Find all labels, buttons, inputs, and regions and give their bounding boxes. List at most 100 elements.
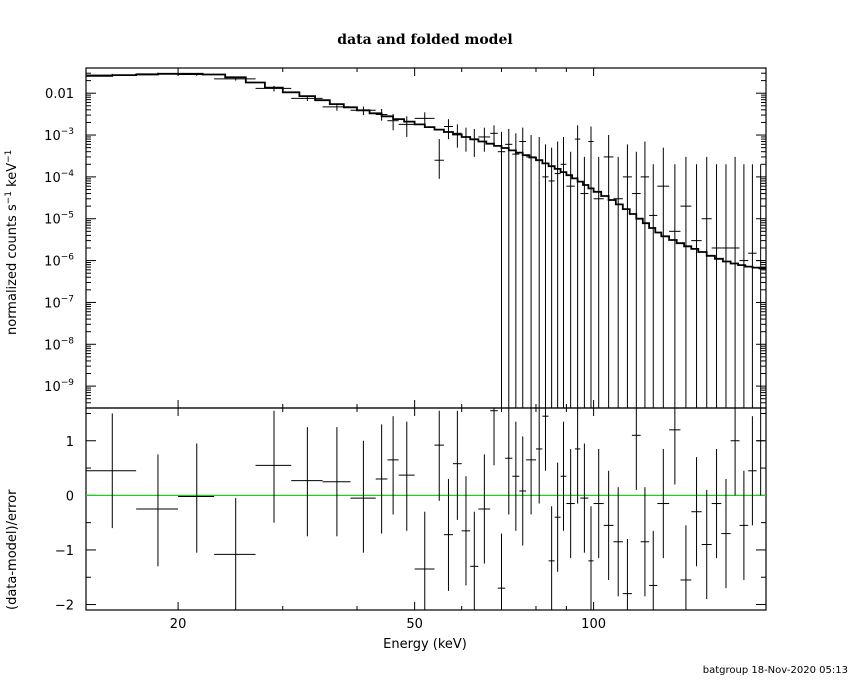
data-point <box>452 124 462 148</box>
data-point <box>434 139 444 179</box>
residual-point <box>414 511 435 610</box>
data-point <box>554 141 561 408</box>
residual-point <box>593 448 604 559</box>
residual-point <box>478 454 491 564</box>
data-point <box>255 85 292 92</box>
residual-point <box>136 454 179 567</box>
y-tick-label: 10−3 <box>44 127 74 144</box>
residual-point <box>721 478 731 589</box>
data-point <box>375 108 388 121</box>
data-point <box>136 72 179 76</box>
top-y-axis: 0.01 10−3 10−4 10−5 10−6 10−7 10−8 10−9 <box>44 67 766 409</box>
y-tick-label: 10−5 <box>44 211 74 228</box>
residual-point <box>711 448 722 559</box>
x-tick-label: 50 <box>406 617 423 632</box>
residual-point <box>603 470 614 580</box>
data-point <box>748 164 757 408</box>
residual-point <box>434 410 444 501</box>
data-point <box>691 164 702 408</box>
data-point <box>512 133 520 408</box>
y-tick-label: 1 <box>66 435 74 450</box>
residual-point <box>669 408 681 485</box>
residual-point <box>640 487 650 597</box>
data-point <box>542 144 549 408</box>
data-point <box>535 136 543 408</box>
x-axis: 20 50 100 <box>170 68 606 632</box>
residual-point <box>526 408 536 515</box>
data-point <box>711 164 722 408</box>
y-tick-label: 10−8 <box>44 336 74 353</box>
data-point <box>505 128 513 408</box>
data-point <box>350 106 376 116</box>
y-tick-label: −2 <box>55 599 74 614</box>
data-point <box>478 127 491 152</box>
residual-point <box>470 511 479 610</box>
bottom-y-axis: 1 0 −1 −2 <box>55 412 766 614</box>
data-point <box>291 95 323 102</box>
data-point <box>588 126 594 408</box>
data-point <box>548 147 555 408</box>
data-point <box>322 103 351 111</box>
data-point <box>593 156 604 408</box>
top-data-points <box>86 72 765 408</box>
data-point <box>387 113 399 131</box>
top-panel: 0.01 10−3 10−4 10−5 10−6 10−7 10−8 10−9 <box>44 67 767 409</box>
data-point <box>519 127 527 408</box>
residual-point <box>649 530 658 610</box>
residual-points <box>86 408 765 610</box>
data-point <box>443 119 453 140</box>
residual-point <box>512 421 520 531</box>
residual-point <box>730 408 740 496</box>
residual-point <box>756 408 765 496</box>
bottom-panel-frame <box>85 407 767 611</box>
data-point <box>631 151 641 408</box>
residual-point <box>443 478 453 591</box>
data-point <box>649 164 658 408</box>
data-point <box>526 135 536 408</box>
residual-point <box>86 413 137 529</box>
residual-point <box>548 506 555 610</box>
residual-point <box>255 410 292 523</box>
residual-point <box>580 443 589 553</box>
residual-point <box>490 408 498 466</box>
footer-timestamp: batgroup 18-Nov-2020 05:13 <box>703 665 848 676</box>
data-point <box>178 73 215 76</box>
data-point <box>640 141 650 408</box>
data-point <box>669 164 681 408</box>
residual-point <box>739 470 749 580</box>
residual-point <box>375 424 388 534</box>
data-point <box>657 147 670 408</box>
top-y-axis-label: normalized counts s−1 keV−1 <box>4 150 20 335</box>
residual-point <box>554 462 561 572</box>
data-point <box>721 164 731 408</box>
residual-point <box>748 416 757 526</box>
bottom-panel: 1 0 −1 −2 <box>55 407 767 614</box>
data-point <box>497 131 506 408</box>
data-point <box>574 125 581 408</box>
residual-point <box>622 539 632 610</box>
data-point <box>566 151 575 408</box>
top-panel-frame <box>85 67 767 409</box>
data-point <box>560 136 567 408</box>
residual-point <box>560 421 567 531</box>
x-tick-label: 100 <box>581 617 606 632</box>
data-point <box>739 164 749 408</box>
y-tick-label: 0 <box>66 489 74 504</box>
residual-point <box>291 427 323 537</box>
y-tick-label: 10−4 <box>44 169 74 186</box>
x-tick-label: 20 <box>170 617 187 632</box>
residual-point <box>461 476 471 586</box>
data-point <box>756 164 765 408</box>
data-point <box>414 112 435 128</box>
x-axis-label: Energy (keV) <box>383 637 467 652</box>
residual-point <box>519 436 527 546</box>
data-point <box>603 135 614 408</box>
bottom-y-axis-label: (data-model)/error <box>5 489 20 610</box>
data-point <box>613 156 623 408</box>
residual-point <box>398 421 415 531</box>
y-tick-label: 10−9 <box>44 378 74 395</box>
residual-point <box>574 408 581 504</box>
data-point <box>214 77 256 81</box>
residual-point <box>214 498 256 610</box>
